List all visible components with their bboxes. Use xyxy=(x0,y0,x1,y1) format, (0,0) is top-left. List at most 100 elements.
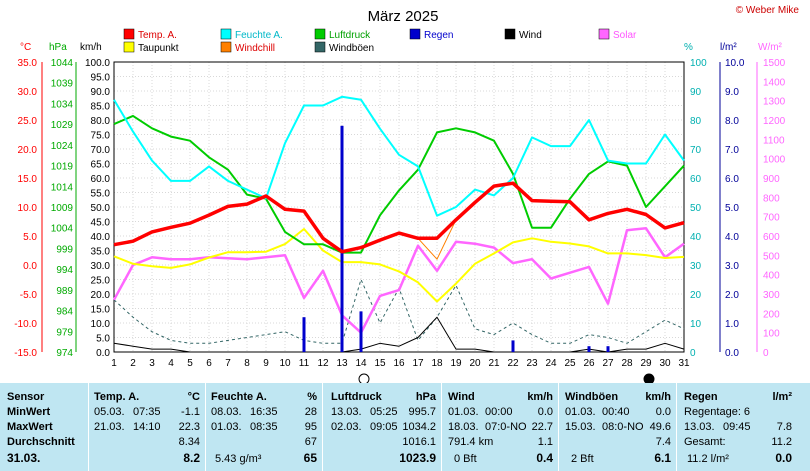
series-temp-a-line xyxy=(113,181,685,254)
rain-current-total: 11.2 l/m² xyxy=(687,453,729,465)
tick-label-rain: 9.0 xyxy=(725,87,739,98)
legend-label: Windböen xyxy=(329,43,374,54)
tick-label-pct: 40 xyxy=(690,232,702,243)
header-humidity: Feuchte A. xyxy=(211,391,267,403)
tick-label-kmh: 70.0 xyxy=(91,145,111,156)
legend-swatch xyxy=(123,41,135,53)
header-humidity-unit: % xyxy=(307,391,317,403)
rain-bar xyxy=(511,340,515,352)
tick-label-c: 35.0 xyxy=(18,58,38,69)
tick-label-pct: 10 xyxy=(690,319,702,330)
hum-max-date: 01.03. xyxy=(211,421,242,433)
tick-label-day: 28 xyxy=(621,358,633,369)
legend-label: Taupunkt xyxy=(138,43,179,54)
tick-label-pct: 80 xyxy=(690,116,702,127)
axis-unit-hpa: hPa xyxy=(49,42,67,53)
hum-min-value: 28 xyxy=(304,406,317,418)
gust-max-value: 49.6 xyxy=(649,421,671,433)
tick-label-day: 18 xyxy=(431,358,443,369)
tick-label-kmh: 90.0 xyxy=(91,87,111,98)
axis-unit-rain: l/m² xyxy=(720,42,737,53)
tick-label-kmh: 95.0 xyxy=(91,73,111,84)
divider xyxy=(322,383,323,471)
divider xyxy=(558,383,559,471)
tick-label-c: 10.0 xyxy=(18,203,38,214)
hum-max-time: 08:35 xyxy=(250,421,278,433)
pres-max-value: 1034.2 xyxy=(402,421,436,433)
tick-label-day: 21 xyxy=(488,358,500,369)
tick-label-c: 15.0 xyxy=(18,174,38,185)
header-temp-unit: °C xyxy=(187,391,200,403)
axis-unit-pct: % xyxy=(684,42,693,53)
tick-label-day: 30 xyxy=(659,358,671,369)
gust-avg-value: 7.4 xyxy=(655,436,671,448)
tick-label-hpa: 989 xyxy=(56,286,73,297)
header-wind: Wind xyxy=(448,391,475,403)
tick-label-day: 25 xyxy=(564,358,576,369)
rain-bar xyxy=(359,311,363,352)
tick-label-pct: 100 xyxy=(690,58,707,69)
tick-label-pct: 60 xyxy=(690,174,702,185)
gust-min-time: 00:40 xyxy=(602,406,630,418)
tick-label-hpa: 1004 xyxy=(51,224,74,235)
wind-max-value: 22.7 xyxy=(531,421,553,433)
stats-temp-column: Temp. A. °C 05.03. 07:35 -1.1 21.03. 14:… xyxy=(89,383,205,471)
weather-chart: März 2025 © Weber Mike Temp. A. Feuchte A… xyxy=(14,5,800,383)
tick-label-day: 31 xyxy=(678,358,690,369)
wind-distance: 791.4 km xyxy=(448,436,494,448)
tick-label-kmh: 60.0 xyxy=(91,174,111,185)
tick-label-kmh: 80.0 xyxy=(91,116,111,127)
copyright-text: © Weber Mike xyxy=(736,5,800,16)
tick-label-day: 23 xyxy=(526,358,538,369)
tick-label-hpa: 999 xyxy=(56,244,73,255)
divider xyxy=(441,383,442,471)
tick-label-c: -15.0 xyxy=(14,348,37,359)
tick-label-solar: 200 xyxy=(763,309,780,320)
header-pressure-unit: hPa xyxy=(415,391,436,403)
chart-axes: 35.030.025.020.015.010.05.00.0-5.0-10.0-… xyxy=(14,58,785,369)
chart-legend: Temp. A. Feuchte A. Luftdruck Regen Wind Sola… xyxy=(123,28,637,54)
tick-label-hpa: 1044 xyxy=(51,58,74,69)
tick-label-solar: 1000 xyxy=(763,155,786,166)
series-luftdruck-line xyxy=(113,114,685,254)
legend-swatch xyxy=(220,41,232,53)
tick-label-hpa: 974 xyxy=(56,348,73,359)
tick-label-pct: 70 xyxy=(690,145,702,156)
tick-label-kmh: 35.0 xyxy=(91,247,111,258)
tick-label-day: 4 xyxy=(168,358,174,369)
gust-current-value: 6.1 xyxy=(654,451,671,465)
tick-label-day: 1 xyxy=(111,358,117,369)
tick-label-day: 13 xyxy=(336,358,348,369)
tick-label-day: 10 xyxy=(279,358,291,369)
tick-label-day: 5 xyxy=(187,358,193,369)
tick-label-kmh: 15.0 xyxy=(91,305,111,316)
rain-total-label: Gesamt: xyxy=(684,436,726,448)
hum-max-value: 95 xyxy=(304,421,317,433)
tick-label-day: 15 xyxy=(374,358,386,369)
tick-label-c: 25.0 xyxy=(18,116,38,127)
axis-unit-c: °C xyxy=(20,42,31,53)
label-max: MaxWert xyxy=(7,421,53,433)
tick-label-pct: 90 xyxy=(690,87,702,98)
tick-label-solar: 300 xyxy=(763,290,780,301)
tick-label-c: 5.0 xyxy=(23,232,37,243)
temp-current-value: 8.2 xyxy=(183,451,200,465)
tick-label-rain: 8.0 xyxy=(725,116,739,127)
tick-label-hpa: 994 xyxy=(56,265,73,276)
divider xyxy=(88,383,89,471)
tick-label-day: 26 xyxy=(583,358,595,369)
tick-label-hpa: 1019 xyxy=(51,162,74,173)
header-sensor: Sensor xyxy=(7,391,45,403)
divider xyxy=(676,383,677,471)
tick-label-c: 30.0 xyxy=(18,87,38,98)
legend-label: Feuchte A. xyxy=(235,30,283,41)
tick-label-hpa: 1024 xyxy=(51,141,74,152)
plot-frame xyxy=(113,61,685,353)
wind-min-time: 00:00 xyxy=(485,406,513,418)
tick-label-day: 29 xyxy=(640,358,652,369)
header-rain-unit: l/m² xyxy=(772,391,792,403)
tick-label-c: 20.0 xyxy=(18,145,38,156)
tick-label-day: 14 xyxy=(355,358,367,369)
tick-label-kmh: 55.0 xyxy=(91,189,111,200)
wind-max-date: 18.03. xyxy=(448,421,479,433)
